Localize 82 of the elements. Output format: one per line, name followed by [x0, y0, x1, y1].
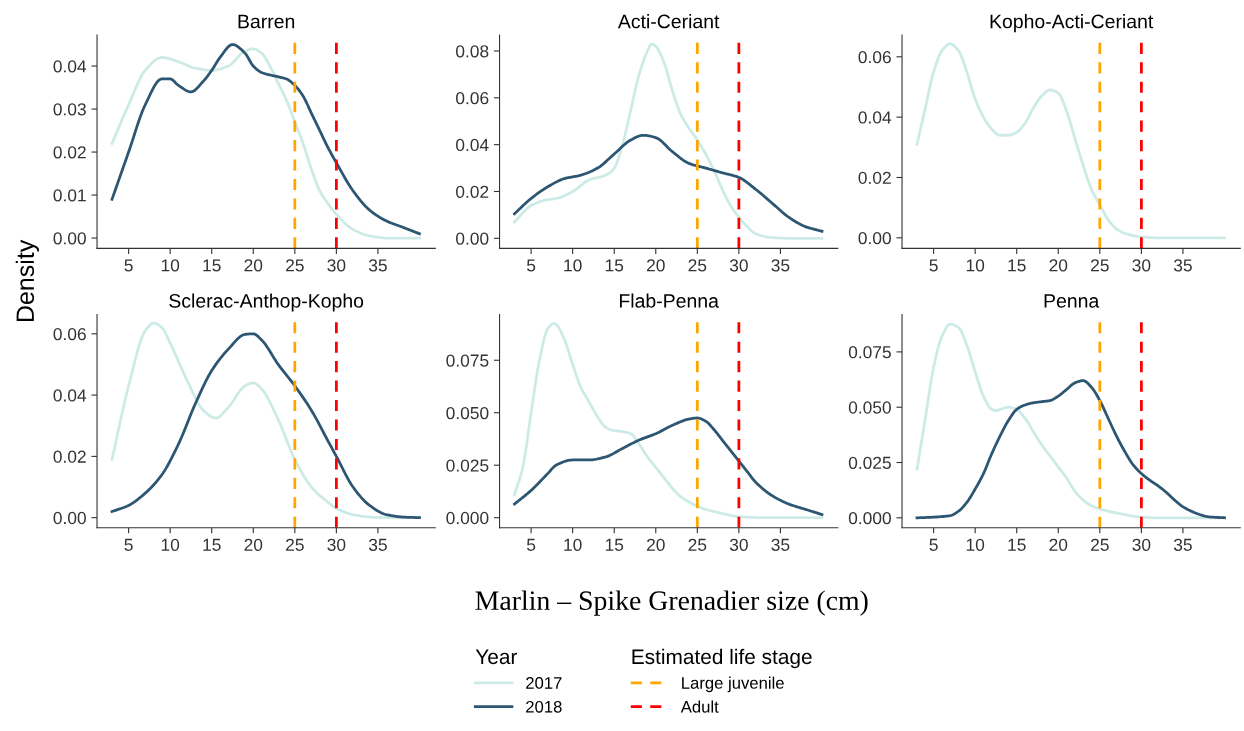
x-tick-label: 35 [1173, 538, 1192, 551]
x-tick-label: 5 [929, 538, 938, 551]
y-tick-label: 0.02 [53, 146, 86, 159]
y-tick-label: 0.000 [446, 511, 489, 525]
chart-title: Kopho-Acti-Ceriant [990, 14, 1154, 33]
x-tick-label: 30 [327, 259, 346, 272]
x-tick-label: 10 [564, 538, 582, 551]
y-tick-label: 0.04 [858, 111, 892, 124]
x-tick-label: 20 [244, 538, 263, 551]
y-tick-label: 0.025 [446, 459, 489, 472]
x-tick-label: 5 [124, 259, 133, 272]
x-tick-label: 10 [966, 538, 985, 551]
x-tick-label: 30 [327, 538, 346, 551]
y-tick-label: 0.02 [53, 450, 86, 463]
x-tick-label: 10 [161, 538, 180, 551]
legend-label: Adult [680, 700, 719, 713]
x-tick-label: 35 [771, 259, 790, 272]
x-tick-label: 35 [368, 259, 387, 272]
y-tick-label: 0.00 [456, 232, 489, 245]
y-tick-label: 0.02 [456, 185, 489, 198]
y-tick-label: 0.04 [456, 138, 489, 152]
y-tick-label: 0.075 [446, 354, 489, 367]
y-tick-label: 0.04 [53, 389, 87, 402]
y-tick-label: 0.06 [858, 50, 891, 64]
legend-label: Large juvenile [682, 676, 784, 693]
x-tick-label: 15 [605, 538, 624, 551]
x-tick-label: 35 [1173, 259, 1192, 272]
x-tick-label: 20 [244, 259, 263, 272]
y-tick-label: 0.08 [456, 45, 489, 58]
y-tick-label: 0.050 [848, 401, 891, 414]
x-tick-label: 25 [1091, 259, 1109, 272]
y-axis-title: Density [15, 239, 40, 322]
x-tick-label: 20 [1049, 538, 1068, 551]
x-tick-label: 35 [771, 538, 790, 551]
x-tick-label: 10 [966, 259, 985, 272]
y-tick-label: 0.000 [848, 511, 891, 525]
x-tick-label: 30 [1132, 259, 1151, 272]
x-tick-label: 25 [1091, 538, 1109, 551]
y-tick-label: 0.025 [848, 456, 891, 469]
x-tick-label: 15 [605, 259, 624, 272]
x-tick-label: 15 [1008, 259, 1026, 272]
x-tick-label: 25 [286, 538, 304, 551]
x-tick-label: 25 [286, 259, 304, 272]
y-tick-label: 0.050 [446, 406, 489, 420]
y-tick-label: 0.06 [456, 92, 489, 105]
x-tick-label: 15 [203, 259, 221, 272]
x-tick-label: 20 [1049, 259, 1068, 272]
legend-title: Year [475, 649, 518, 665]
y-tick-label: 0.00 [53, 232, 86, 245]
legend-label: 2018 [526, 700, 562, 713]
y-tick-label: 0.00 [53, 511, 86, 525]
x-tick-label: 10 [161, 259, 180, 272]
x-tick-label: 30 [1132, 538, 1151, 551]
x-axis-title: Marlin – Spike Grenadier size (cm) [475, 590, 868, 616]
chart-title: Flab-Penna [619, 293, 719, 308]
x-tick-label: 30 [729, 259, 748, 272]
x-tick-label: 20 [646, 538, 665, 551]
x-tick-label: 5 [124, 538, 133, 551]
y-tick-label: 0.04 [53, 60, 87, 73]
chart-title: Acti-Ceriant [617, 14, 720, 29]
x-tick-label: 30 [729, 538, 748, 551]
x-tick-label: 20 [646, 259, 665, 272]
x-tick-label: 25 [688, 538, 707, 551]
y-tick-label: 0.00 [858, 231, 891, 245]
legend-label: 2017 [526, 677, 562, 689]
x-tick-label: 5 [526, 538, 536, 551]
x-tick-label: 35 [368, 538, 387, 551]
chart-title: Sclerac-Anthop-Kopho [169, 293, 364, 312]
x-tick-label: 15 [1008, 538, 1026, 551]
y-tick-label: 0.06 [53, 327, 86, 341]
y-tick-label: 0.02 [858, 171, 891, 184]
y-tick-label: 0.075 [848, 346, 891, 359]
text: Estimated life stage [632, 648, 812, 669]
chart-title: Penna [1044, 294, 1100, 308]
x-tick-label: 5 [526, 259, 536, 272]
x-tick-label: 15 [203, 538, 221, 551]
y-tick-label: 0.03 [53, 103, 86, 116]
x-tick-label: 25 [688, 259, 707, 272]
x-tick-label: 10 [564, 259, 582, 272]
chart-title: Barren [238, 14, 295, 29]
x-tick-label: 5 [929, 259, 938, 272]
y-tick-label: 0.01 [53, 189, 86, 202]
